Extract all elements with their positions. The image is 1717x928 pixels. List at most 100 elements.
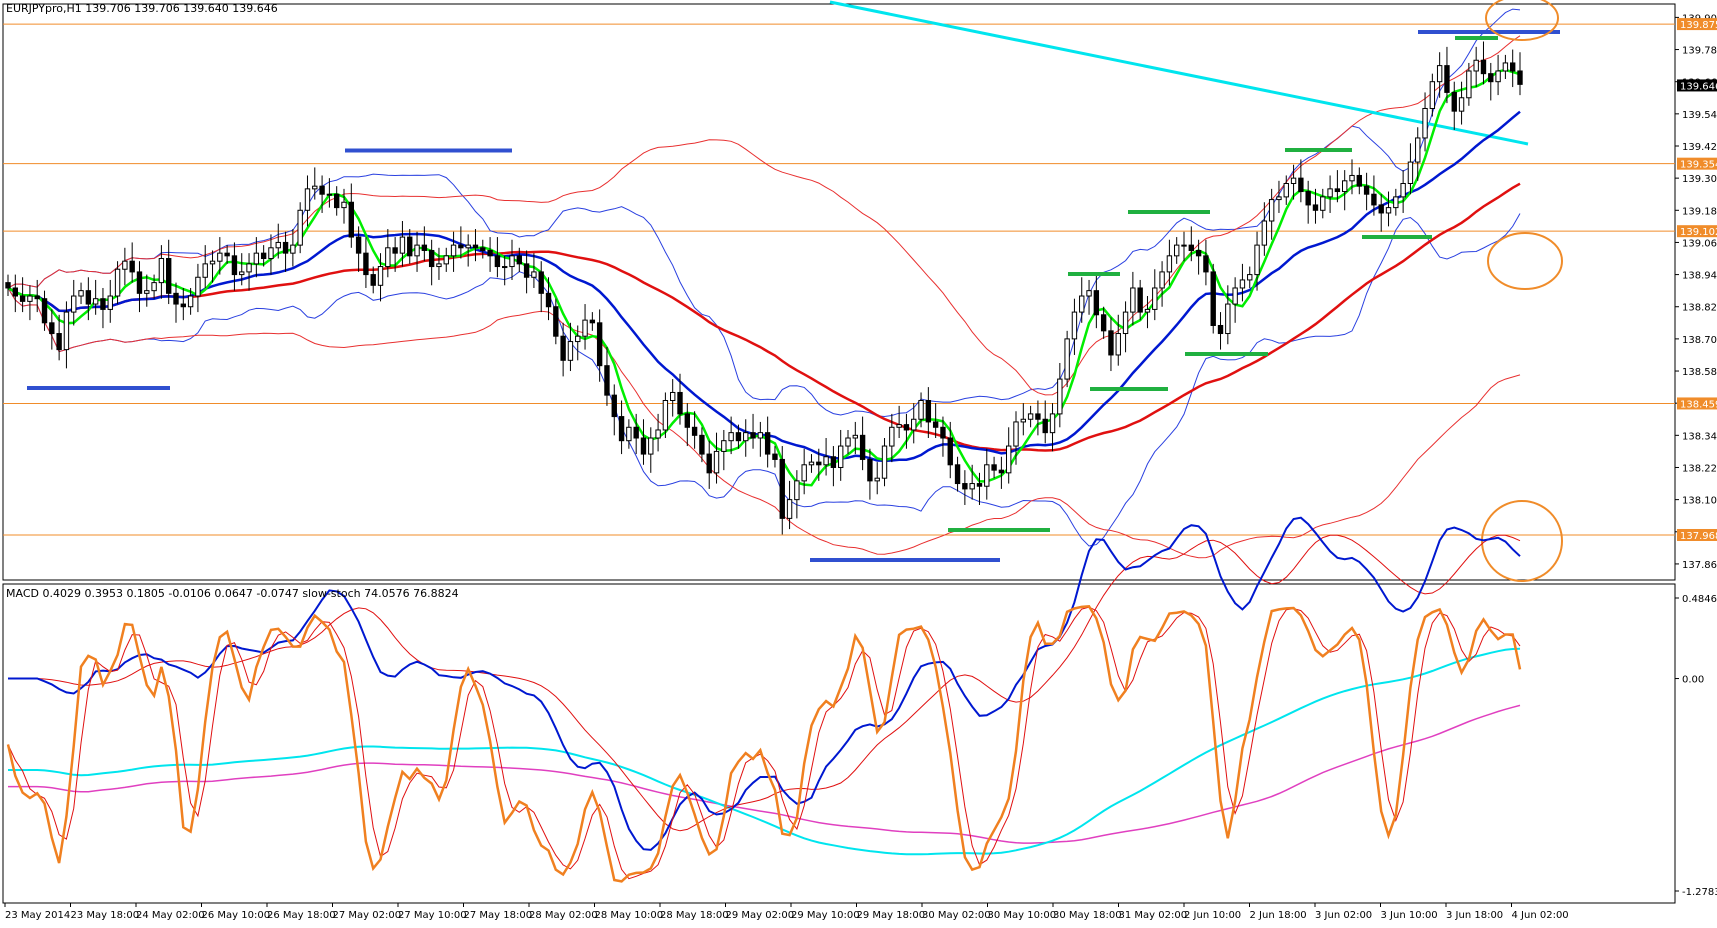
time-tick-label: 28 May 02:00: [529, 910, 598, 921]
candle-body: [889, 426, 895, 447]
candle-body: [1342, 180, 1348, 193]
candle-body: [721, 440, 727, 452]
candle-body: [1363, 185, 1370, 195]
candle-body: [5, 282, 11, 289]
price-tick-label: 138.220: [1682, 463, 1717, 474]
candle-body: [626, 426, 632, 442]
candle-body: [1495, 70, 1501, 83]
candle-body: [92, 298, 99, 305]
candle-body: [1203, 255, 1209, 273]
candle-body: [341, 201, 347, 209]
mid-ma-line: [7, 110, 1521, 463]
candle-body: [509, 255, 515, 268]
candle-body: [224, 252, 230, 257]
candle-body: [567, 341, 574, 361]
candle-body: [1042, 418, 1048, 434]
candle-body: [239, 271, 245, 276]
candle-body: [56, 333, 62, 351]
candle-body: [202, 263, 208, 278]
candle-body: [845, 437, 851, 447]
candle-body: [779, 458, 785, 519]
candle-body: [85, 290, 92, 305]
candle-body: [355, 236, 362, 254]
candle-body: [27, 295, 33, 302]
candle-body: [421, 244, 428, 251]
candle-body: [1298, 177, 1304, 193]
candle-body: [1130, 287, 1136, 313]
candle-body: [1334, 188, 1341, 193]
candle-body: [1349, 174, 1355, 182]
candle-body: [1159, 271, 1165, 289]
time-tick-label: 2 Jun 10:00: [1184, 910, 1241, 921]
candle-body: [34, 295, 40, 300]
candle-body: [399, 236, 406, 254]
fast-ma-line: [7, 68, 1521, 487]
candle-body: [1371, 193, 1377, 206]
candle-body: [136, 271, 143, 294]
candle-body: [1327, 188, 1333, 198]
candle-body: [436, 263, 442, 268]
candle-body: [1254, 244, 1260, 276]
price-tick-label: 139.300: [1682, 174, 1717, 185]
candle-body: [1305, 191, 1311, 206]
candle-body: [297, 209, 303, 246]
candles: [5, 41, 1523, 535]
candle-body: [976, 483, 983, 487]
candle-body: [1283, 182, 1289, 198]
candle-body: [122, 260, 128, 270]
candle-body: [407, 236, 413, 257]
highlight-circle: [1481, 500, 1563, 582]
candle-body: [487, 249, 493, 257]
candle-body: [1385, 207, 1392, 214]
macd-stoch-panel: 0.4846 0.00 -1.2783: [6, 516, 1717, 898]
level-tag: [1677, 528, 1717, 541]
candle-body: [1079, 295, 1085, 313]
candle-body: [370, 274, 376, 286]
sub-panel-label: MACD 0.4029 0.3953 0.1805 -0.0106 0.0647…: [6, 587, 459, 600]
candle-body: [1480, 59, 1487, 75]
blue-band-lower: [7, 213, 1521, 547]
candle-body: [290, 244, 296, 254]
candle-body: [114, 268, 121, 297]
candle-body: [677, 391, 683, 415]
time-tick-label: 2 Jun 18:00: [1250, 910, 1307, 921]
level-tag: [1677, 225, 1717, 238]
candle-body: [1122, 311, 1129, 335]
price-tick-label: 138.100: [1682, 496, 1717, 507]
candle-body: [1356, 174, 1362, 187]
time-tick-label: 3 Jun 18:00: [1446, 910, 1503, 921]
candle-body: [1100, 314, 1107, 332]
candle-body: [816, 461, 822, 466]
candle-body: [1393, 196, 1399, 209]
level-tag-label: 139.102: [1680, 227, 1717, 238]
candle-body: [377, 266, 384, 286]
candle-body: [984, 464, 990, 487]
candle-body: [275, 241, 281, 249]
candle-body: [246, 263, 252, 273]
time-tick-label: 23 May 2014: [5, 910, 70, 921]
candle-body: [1006, 445, 1012, 474]
candle-body: [655, 429, 661, 439]
candle-body: [794, 480, 800, 501]
level-tag-label: 137.968: [1680, 531, 1717, 542]
current-price-tag: [1677, 79, 1717, 92]
candle-body: [575, 335, 581, 343]
candle-body: [867, 458, 873, 482]
price-axis: 139.900139.780139.660139.540139.420139.3…: [1675, 13, 1717, 571]
level-tag: [1677, 18, 1717, 31]
candle-body: [1261, 220, 1268, 246]
candle-body: [348, 201, 354, 238]
candle-body: [713, 450, 720, 474]
time-tick-label: 3 Jun 10:00: [1381, 910, 1438, 921]
time-tick-label: 23 May 18:00: [71, 910, 140, 921]
candle-body: [954, 464, 961, 485]
candle-body: [231, 255, 238, 276]
candle-body: [428, 249, 435, 268]
macd-main: [8, 516, 1521, 851]
highlight-circle: [1487, 232, 1563, 290]
time-tick-label: 24 May 02:00: [136, 910, 205, 921]
candle-body: [1115, 333, 1121, 356]
main-frame: [2, 3, 1676, 581]
